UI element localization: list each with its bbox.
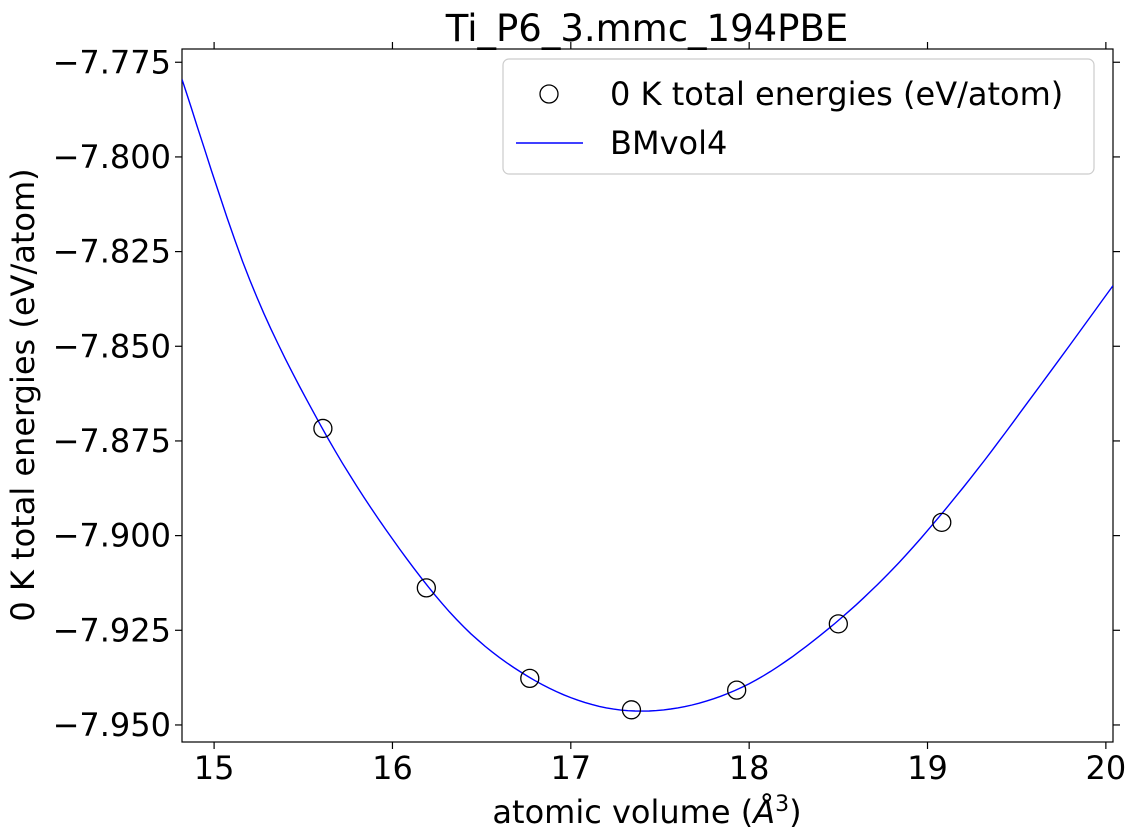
data-marks xyxy=(182,79,1113,720)
y-tick-label: −7.925 xyxy=(53,611,171,649)
y-tick-label: −7.875 xyxy=(53,422,171,460)
data-point xyxy=(416,578,436,598)
y-tick-label: −7.800 xyxy=(53,138,171,176)
y-axis: −7.775 −7.800 −7.825 −7.850 −7.875 −7.900 −7.9… xyxy=(53,43,1120,744)
y-tick-label: −7.825 xyxy=(53,233,171,271)
y-tick-label: −7.900 xyxy=(53,517,171,555)
x-tick-label: 15 xyxy=(194,749,235,787)
series-line-bmvol4 xyxy=(182,79,1113,712)
y-tick-label: −7.950 xyxy=(53,706,171,744)
plot-area xyxy=(181,48,1114,743)
x-axis-label: atomic volume (Å3) xyxy=(492,792,801,832)
legend-label-bmvol4: BMvol4 xyxy=(610,124,727,162)
x-tick-label: 18 xyxy=(729,749,770,787)
legend-marker-circle xyxy=(539,84,559,104)
x-axis: 15 16 17 18 19 20 xyxy=(194,42,1126,787)
chart-title: Ti_P6_3.mmc_194PBE xyxy=(445,7,849,50)
data-point xyxy=(313,418,333,439)
data-point xyxy=(828,614,848,634)
legend: 0 K total energies (eV/atom) BMvol4 xyxy=(502,58,1095,175)
data-point xyxy=(932,512,952,533)
y-tick-label: −7.775 xyxy=(53,43,171,81)
data-point xyxy=(621,700,642,720)
plot-frame xyxy=(181,48,1114,743)
x-tick-label: 20 xyxy=(1086,749,1127,787)
x-tick-label: 16 xyxy=(372,749,413,787)
legend-label-energies: 0 K total energies (eV/atom) xyxy=(610,75,1063,113)
x-tick-label: 19 xyxy=(907,749,948,787)
data-point xyxy=(520,668,540,689)
y-tick-label: −7.850 xyxy=(53,327,171,365)
y-axis-label: 0 K total energies (eV/atom) xyxy=(4,168,42,621)
x-tick-label: 17 xyxy=(550,749,591,787)
legend-frame xyxy=(502,58,1095,175)
data-point xyxy=(727,680,747,700)
